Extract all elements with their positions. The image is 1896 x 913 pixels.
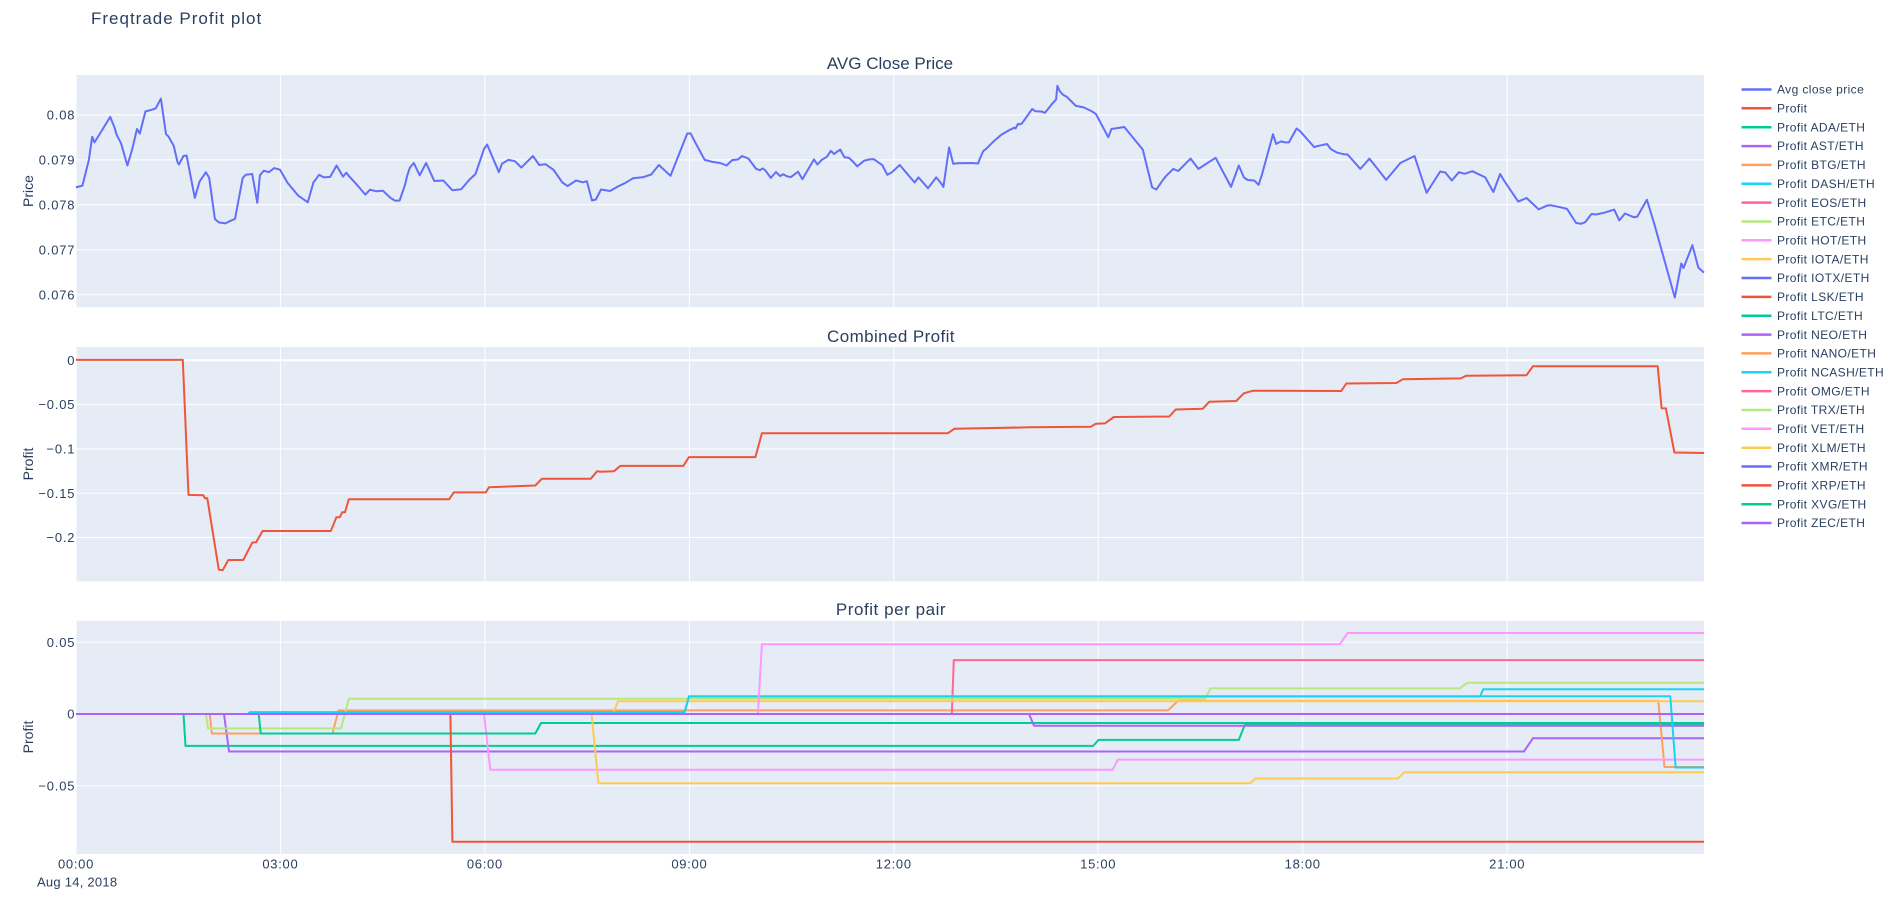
svg-text:AVG Close Price: AVG Close Price	[827, 54, 953, 73]
svg-text:Profit per pair: Profit per pair	[836, 600, 946, 619]
svg-text:Profit: Profit	[20, 448, 36, 481]
svg-text:Price: Price	[20, 175, 36, 207]
svg-text:Profit HOT/ETH: Profit HOT/ETH	[1777, 234, 1867, 248]
svg-text:00:00: 00:00	[58, 857, 94, 872]
svg-text:Profit ZEC/ETH: Profit ZEC/ETH	[1777, 516, 1865, 530]
svg-text:Profit XMR/ETH: Profit XMR/ETH	[1777, 460, 1868, 474]
svg-text:0.076: 0.076	[39, 287, 76, 302]
svg-text:0.078: 0.078	[39, 197, 76, 212]
svg-text:Profit AST/ETH: Profit AST/ETH	[1777, 139, 1864, 153]
svg-text:Profit LSK/ETH: Profit LSK/ETH	[1777, 290, 1864, 304]
svg-text:Profit XLM/ETH: Profit XLM/ETH	[1777, 441, 1866, 455]
svg-text:Profit NEO/ETH: Profit NEO/ETH	[1777, 328, 1867, 342]
svg-text:0.079: 0.079	[39, 152, 76, 167]
svg-text:0.08: 0.08	[47, 108, 76, 123]
svg-text:Profit DASH/ETH: Profit DASH/ETH	[1777, 177, 1875, 191]
svg-text:Freqtrade Profit plot: Freqtrade Profit plot	[91, 9, 262, 28]
svg-text:Profit OMG/ETH: Profit OMG/ETH	[1777, 384, 1870, 398]
svg-text:−0.05: −0.05	[38, 397, 75, 412]
svg-text:−0.2: −0.2	[46, 530, 75, 545]
svg-text:Profit NCASH/ETH: Profit NCASH/ETH	[1777, 365, 1884, 379]
svg-text:Avg close price: Avg close price	[1777, 83, 1864, 97]
svg-text:0: 0	[67, 353, 75, 368]
svg-text:Profit IOTX/ETH: Profit IOTX/ETH	[1777, 271, 1870, 285]
svg-text:09:00: 09:00	[671, 857, 707, 872]
svg-text:−0.05: −0.05	[38, 778, 75, 793]
svg-text:Profit: Profit	[20, 721, 36, 754]
svg-text:21:00: 21:00	[1489, 857, 1525, 872]
svg-text:0.077: 0.077	[39, 242, 76, 257]
svg-text:03:00: 03:00	[262, 857, 298, 872]
svg-text:Profit TRX/ETH: Profit TRX/ETH	[1777, 403, 1865, 417]
svg-text:Aug 14, 2018: Aug 14, 2018	[37, 875, 117, 890]
svg-text:12:00: 12:00	[876, 857, 912, 872]
svg-text:0: 0	[67, 707, 75, 722]
svg-text:Profit IOTA/ETH: Profit IOTA/ETH	[1777, 252, 1869, 266]
svg-text:15:00: 15:00	[1080, 857, 1116, 872]
svg-text:Profit ETC/ETH: Profit ETC/ETH	[1777, 215, 1865, 229]
svg-text:Profit XRP/ETH: Profit XRP/ETH	[1777, 479, 1866, 493]
svg-text:Profit EOS/ETH: Profit EOS/ETH	[1777, 196, 1867, 210]
svg-text:−0.1: −0.1	[46, 442, 75, 457]
svg-text:Profit BTG/ETH: Profit BTG/ETH	[1777, 158, 1866, 172]
svg-text:Profit LTC/ETH: Profit LTC/ETH	[1777, 309, 1863, 323]
svg-text:Profit: Profit	[1777, 102, 1808, 116]
svg-text:Profit ADA/ETH: Profit ADA/ETH	[1777, 120, 1865, 134]
svg-text:Profit XVG/ETH: Profit XVG/ETH	[1777, 497, 1867, 511]
svg-text:06:00: 06:00	[467, 857, 503, 872]
svg-text:Profit VET/ETH: Profit VET/ETH	[1777, 422, 1865, 436]
svg-text:Combined Profit: Combined Profit	[827, 327, 955, 346]
svg-text:−0.15: −0.15	[38, 486, 75, 501]
svg-text:18:00: 18:00	[1285, 857, 1321, 872]
svg-text:0.05: 0.05	[47, 635, 76, 650]
svg-text:Profit NANO/ETH: Profit NANO/ETH	[1777, 347, 1876, 361]
